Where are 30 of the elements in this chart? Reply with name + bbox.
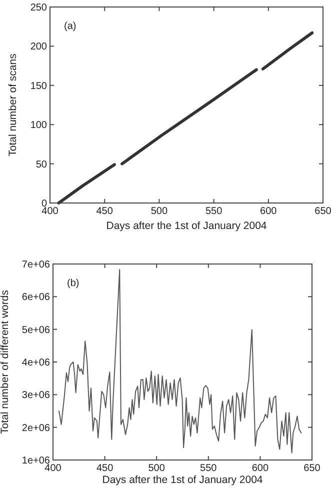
- x-tick-label: 600: [252, 463, 269, 474]
- y-tick-label: 250: [30, 2, 48, 14]
- x-tick-label: 400: [44, 463, 62, 474]
- y-tick-label: 4e+06: [22, 358, 50, 368]
- y-tick-label: 150: [30, 80, 48, 92]
- y-tick-label: 50: [36, 159, 48, 170]
- x-axis-title: Days after the 1st of January 2004: [102, 474, 263, 486]
- y-tick-label: 2e+06: [22, 422, 50, 434]
- x-tick-label: 450: [96, 206, 114, 217]
- y-axis-title: Total number of scans: [7, 54, 19, 156]
- y-tick-label: 100: [30, 120, 48, 132]
- x-tick-label: 450: [96, 463, 114, 474]
- x-tick-label: 500: [150, 206, 168, 217]
- x-tick-label: 550: [200, 463, 218, 474]
- x-tick-label: 400: [42, 206, 59, 217]
- x-tick-label: 550: [205, 206, 223, 217]
- text: (b): [67, 278, 80, 289]
- x-tick-label: 500: [148, 463, 166, 474]
- text: (a): [64, 21, 76, 32]
- x-tick-label: 650: [304, 463, 321, 474]
- y-tick-label: 6e+06: [22, 292, 50, 304]
- y-tick-label: 200: [30, 42, 48, 53]
- y-tick-label: 5e+06: [22, 324, 50, 336]
- x-axis-title: Days after the 1st of January 2004: [106, 220, 267, 232]
- y-tick-label: 7e+06: [22, 260, 50, 270]
- y-tick-label: 3e+06: [22, 390, 50, 402]
- x-tick-label: 600: [260, 206, 278, 217]
- line-series: [58, 269, 302, 454]
- y-axis-title: Total number of different words: [0, 290, 11, 434]
- x-tick-label: 650: [314, 206, 331, 217]
